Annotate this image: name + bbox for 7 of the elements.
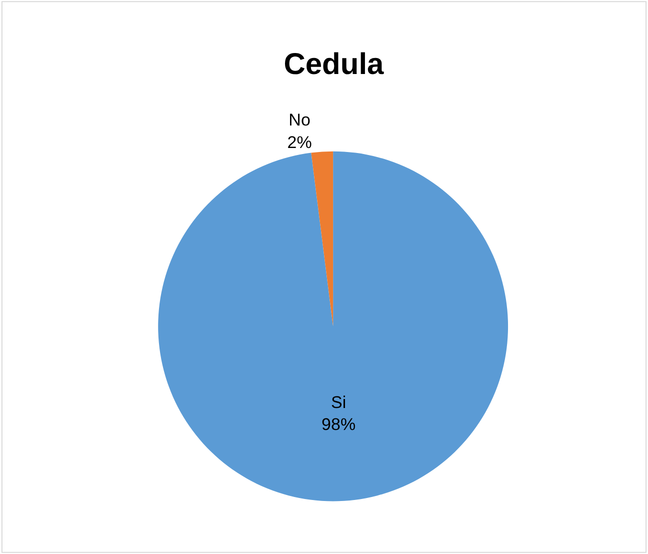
pie-slice — [311, 151, 334, 326]
data-label: 2% — [287, 132, 312, 152]
slice-label: No — [288, 110, 310, 130]
slice-label: Si — [331, 393, 346, 412]
chart-title: Cedula — [284, 48, 384, 82]
data-label: 98% — [322, 415, 356, 434]
pie-slice — [158, 151, 508, 501]
